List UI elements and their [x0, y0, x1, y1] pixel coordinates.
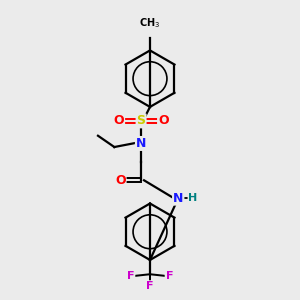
- Text: CH$_3$: CH$_3$: [140, 16, 160, 30]
- Text: F: F: [127, 271, 134, 281]
- Text: N: N: [173, 192, 183, 205]
- Text: F: F: [166, 271, 173, 281]
- Text: O: O: [158, 114, 169, 128]
- Text: N: N: [136, 137, 146, 150]
- Text: S: S: [136, 114, 146, 128]
- Text: O: O: [113, 114, 124, 128]
- Text: H: H: [188, 193, 198, 203]
- Text: O: O: [115, 174, 126, 187]
- Text: F: F: [146, 281, 154, 291]
